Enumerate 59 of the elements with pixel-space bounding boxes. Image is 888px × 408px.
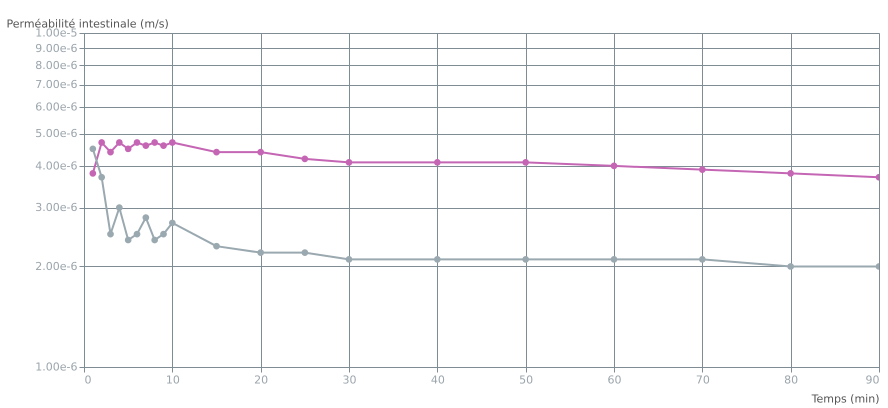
x-tick-label: 20 <box>254 374 268 386</box>
y-tick-label: 1.00e-6 <box>35 360 78 374</box>
point <box>522 256 530 263</box>
x-tick-label: 80 <box>784 374 798 386</box>
point <box>89 170 96 177</box>
y-tick-label: 4.00e-6 <box>35 159 78 172</box>
point <box>89 145 96 152</box>
point <box>610 162 618 170</box>
point <box>257 148 264 156</box>
point <box>151 139 158 146</box>
x-tick-label: 10 <box>166 374 180 386</box>
point <box>213 242 220 250</box>
point <box>151 236 158 244</box>
x-tick-label: 30 <box>342 374 356 386</box>
point <box>522 158 530 166</box>
y-tick-label: 1.00e-5 <box>35 26 78 40</box>
point <box>124 236 132 244</box>
point <box>213 148 220 156</box>
y-tick-label: 6.00e-6 <box>35 100 78 114</box>
y-tick-label: 3.00e-6 <box>35 201 78 214</box>
point <box>142 142 150 149</box>
point <box>168 139 176 146</box>
point <box>142 214 150 221</box>
point <box>698 256 706 263</box>
x-tick-label: 90 <box>866 374 880 386</box>
point <box>160 230 167 238</box>
x-tick-label: 0 <box>84 374 92 386</box>
point <box>168 220 176 226</box>
point <box>610 256 618 263</box>
point <box>301 155 308 162</box>
point <box>134 139 140 146</box>
point <box>434 256 441 263</box>
point <box>116 139 123 146</box>
point <box>98 139 106 146</box>
x-axis-title: Temps (min) <box>810 392 880 406</box>
y-tick-label: 9.00e-6 <box>35 42 78 55</box>
point <box>698 166 706 173</box>
point <box>116 204 123 211</box>
point <box>434 158 441 166</box>
point <box>346 158 352 166</box>
point <box>134 230 140 238</box>
point <box>787 170 794 177</box>
y-tick-label: 5.00e-6 <box>35 127 78 140</box>
y-tick-label: 8.00e-6 <box>35 58 78 72</box>
point <box>124 145 132 152</box>
point <box>787 263 794 270</box>
x-tick-label: 60 <box>608 374 622 386</box>
point <box>107 230 114 238</box>
point <box>107 148 114 156</box>
point <box>160 142 167 149</box>
point <box>98 174 106 181</box>
x-tick-label: 70 <box>696 374 710 386</box>
point <box>346 256 352 263</box>
y-tick-label: 2.00e-6 <box>35 260 78 273</box>
x-tick-label: 40 <box>430 374 445 386</box>
y-tick-label: 7.00e-6 <box>35 78 78 92</box>
x-tick-label: 50 <box>519 374 534 386</box>
point <box>257 249 264 256</box>
point <box>301 249 308 256</box>
